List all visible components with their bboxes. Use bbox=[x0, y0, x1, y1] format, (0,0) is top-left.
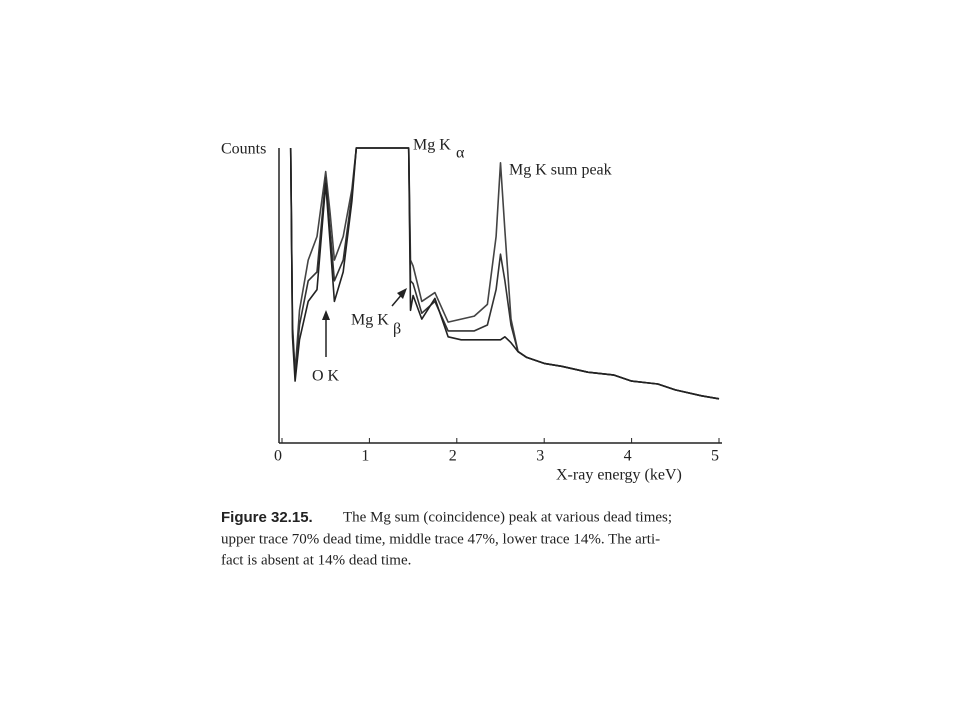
caption-line: fact is absent at 14% dead time. bbox=[221, 552, 411, 568]
x-tick-label: 3 bbox=[536, 448, 544, 465]
spectrum-line bbox=[289, 147, 720, 400]
caption-label: Figure 32.15. bbox=[221, 509, 313, 526]
x-tick-label: 4 bbox=[624, 448, 632, 465]
y-axis-label: Counts bbox=[221, 141, 266, 158]
annotation-sub: α bbox=[456, 145, 465, 162]
annotation-sub: β bbox=[393, 321, 401, 338]
x-tick-label: 0 bbox=[274, 448, 282, 465]
x-tick-label: 5 bbox=[711, 448, 719, 465]
spectrum-line bbox=[289, 147, 720, 400]
spectrum-line bbox=[289, 147, 720, 400]
x-tick-label: 1 bbox=[361, 448, 369, 465]
caption-line: The Mg sum (coincidence) peak at various… bbox=[343, 509, 672, 525]
annotation: O K bbox=[312, 368, 340, 385]
arrow bbox=[391, 288, 407, 307]
x-tick-label: 2 bbox=[449, 448, 457, 465]
x-axis-label: X-ray energy (keV) bbox=[556, 467, 682, 484]
annotation: Mg K sum peak bbox=[509, 162, 612, 179]
arrow bbox=[322, 310, 330, 357]
annotation: Mg K bbox=[351, 312, 389, 329]
caption-line: upper trace 70% dead time, middle trace … bbox=[221, 531, 660, 547]
annotation: Mg K bbox=[413, 137, 451, 154]
